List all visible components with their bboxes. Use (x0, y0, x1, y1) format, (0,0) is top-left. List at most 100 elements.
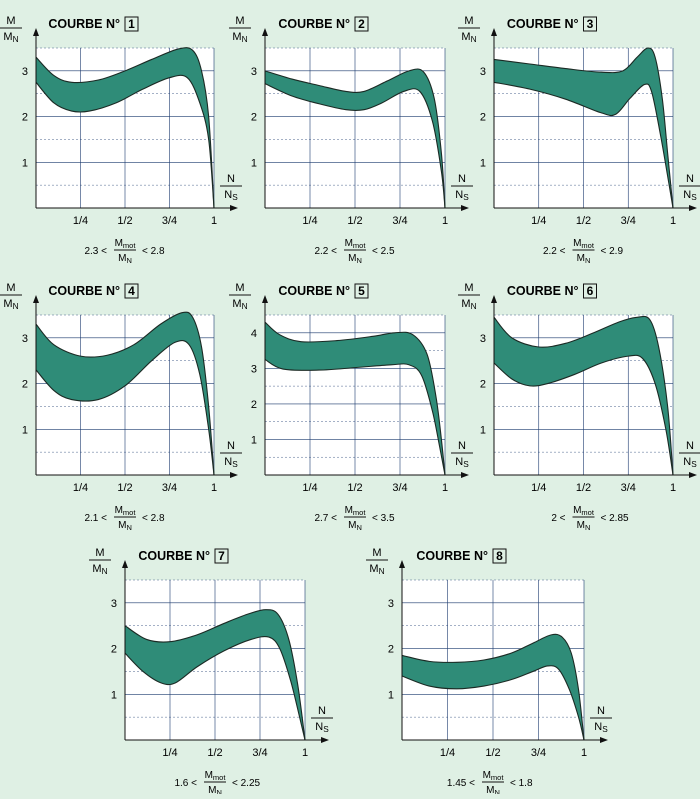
chart-title: COURBE N° (138, 549, 210, 563)
ratio-upper-bound: < 1.8 (510, 778, 533, 789)
x-axis-arrow-icon (230, 205, 238, 211)
ratio-fraction-numerator-sub: mot (123, 241, 136, 250)
band-upper-boundary (493, 315, 674, 476)
x-axis-arrow-icon (600, 737, 608, 743)
chart-title: COURBE N° (507, 284, 579, 298)
torque-band (36, 47, 214, 209)
chart-number-box (354, 283, 369, 299)
ratio-fraction-numerator-sub: mot (581, 241, 594, 250)
y-tick-label: 2 (480, 112, 486, 124)
chart-number: 1 (128, 17, 135, 31)
y-axis-label: M MN (366, 547, 388, 576)
band-lower-boundary (35, 340, 215, 476)
y-axis-label-numerator: M (6, 15, 15, 27)
ratio-fraction: Mmot MN (572, 505, 595, 532)
chart-number: 4 (128, 284, 135, 298)
ratio-fraction-denominator-sub: N (585, 523, 590, 532)
ratio-fraction-denominator: MN (348, 253, 362, 265)
chart-number-box (354, 16, 369, 32)
ratio-fraction: Mmot MN (114, 238, 136, 265)
chart-number-box (583, 283, 597, 299)
y-tick-label: 1 (22, 157, 28, 169)
chart-title: COURBE N° (416, 549, 488, 563)
x-tick-label: 1/4 (531, 215, 546, 227)
chart-number-box (214, 548, 229, 564)
y-tick-label: 1 (251, 434, 257, 446)
x-tick-label: 3/4 (162, 482, 177, 494)
ratio-upper-bound: < 2.9 (601, 246, 624, 257)
x-tick-label: 1/2 (576, 482, 591, 494)
band-upper-boundary (264, 321, 446, 476)
band-lower-boundary (493, 81, 674, 209)
x-tick-label: 1 (302, 747, 308, 759)
y-axis-label-numerator: M (95, 547, 104, 559)
y-axis-label-denominator: MN (232, 31, 247, 44)
ratio-lower-bound: 2.1 < (84, 513, 107, 524)
y-tick-label: 4 (251, 328, 257, 340)
y-tick-label: 3 (251, 66, 257, 78)
ratio-lower-bound: 2.3 < (84, 246, 107, 257)
x-tick-label: 3/4 (392, 482, 407, 494)
x-axis-label: N NS (679, 440, 700, 469)
x-axis-label-denominator: NS (224, 456, 238, 469)
ratio-fraction-numerator: Mmot (483, 770, 505, 782)
x-tick-label: 3/4 (392, 215, 407, 227)
x-axis-label-denominator-sub: S (691, 460, 697, 469)
ratio-fraction-denominator-sub: N (216, 788, 221, 794)
x-axis-label-denominator: NS (594, 721, 608, 734)
chart-number: 8 (496, 549, 503, 563)
y-axis-label-numerator: M (372, 547, 381, 559)
x-tick-label: 1/4 (302, 215, 317, 227)
ratio-fraction-numerator-sub: mot (353, 508, 366, 517)
x-axis-label: N NS (220, 440, 242, 469)
x-tick-label: 3/4 (252, 747, 267, 759)
ratio-lower-bound: 1.45 < (447, 778, 475, 789)
y-axis-label-denominator-sub: N (242, 35, 248, 44)
ratio-fraction: Mmot MN (344, 238, 366, 265)
ratio-fraction-denominator: MN (118, 520, 132, 532)
y-axis-arrow-icon (122, 560, 128, 568)
ratio-fraction: Mmot MN (482, 770, 505, 797)
ratio-lower-bound: 2.2 < (543, 246, 566, 257)
y-tick-label: 2 (22, 112, 28, 124)
x-axis-label-denominator-sub: S (602, 725, 608, 734)
x-axis-label-denominator: NS (224, 189, 238, 202)
ratio-fraction-numerator-sub: mot (123, 508, 136, 517)
y-tick-label: 3 (22, 66, 28, 78)
band-upper-boundary (35, 47, 215, 209)
x-axis-arrow-icon (321, 737, 329, 743)
ratio-lower-bound: 1.6 < (174, 778, 197, 789)
chart-title: COURBE N° (507, 17, 579, 31)
x-axis-label-denominator-sub: S (463, 460, 469, 469)
ratio-fraction-numerator-sub: mot (581, 508, 594, 517)
y-axis-label-numerator: M (235, 282, 244, 294)
ratio-fraction-denominator: MN (348, 520, 362, 532)
ratio-fraction-denominator-sub: N (356, 256, 361, 265)
x-tick-label: 1 (581, 747, 587, 759)
band-lower-boundary (493, 354, 674, 476)
chart-number-box (583, 16, 597, 32)
y-tick-label: 3 (480, 333, 486, 345)
x-axis-arrow-icon (461, 472, 469, 478)
y-axis-label-denominator-sub: N (13, 302, 19, 311)
y-axis-label-numerator: M (235, 15, 244, 27)
y-axis-label-denominator: MN (3, 31, 18, 44)
y-axis-label-denominator-sub: N (242, 302, 248, 311)
x-tick-label: 1/2 (207, 747, 222, 759)
band-upper-boundary (493, 47, 674, 209)
y-tick-label: 3 (480, 66, 486, 78)
y-tick-label: 2 (251, 112, 257, 124)
y-axis-label: M MN (458, 282, 480, 311)
ratio-fraction-numerator: Mmot (205, 770, 227, 782)
x-axis-label-numerator: N (458, 173, 466, 185)
ratio-fraction-denominator: MN (577, 520, 591, 532)
ratio-fraction-numerator: Mmot (573, 238, 595, 250)
band-upper-boundary (124, 609, 306, 741)
x-axis-arrow-icon (689, 205, 697, 211)
ratio-fraction-numerator: Mmot (115, 505, 137, 517)
y-tick-label: 2 (22, 379, 28, 391)
y-tick-label: 1 (22, 424, 28, 436)
x-tick-label: 3/4 (162, 215, 177, 227)
